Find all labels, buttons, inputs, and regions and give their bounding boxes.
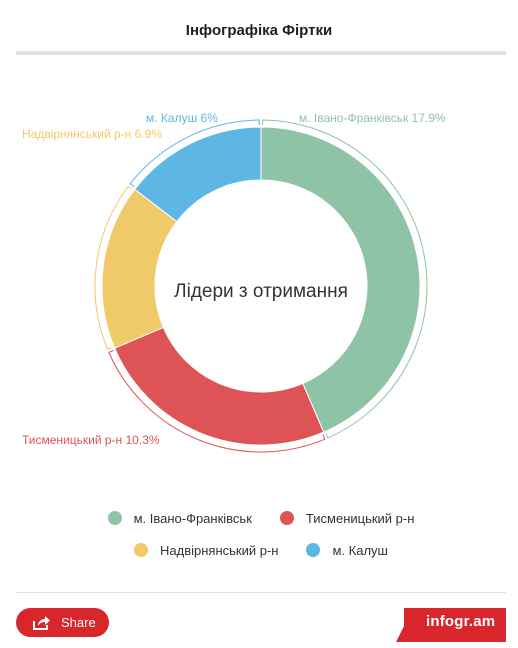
donut-slice-4[interactable] [134, 126, 262, 223]
footer-divider [16, 592, 506, 593]
legend-item-4[interactable]: м. Калуш [306, 540, 388, 560]
slice-label-3: Надвірнянський р-н 6.9% [22, 127, 162, 141]
share-icon [32, 615, 50, 631]
legend-item-2[interactable]: Тисменицький р-н [279, 508, 415, 528]
share-button[interactable]: Share [16, 608, 109, 637]
legend-item-3[interactable]: Надвірнянський р-н [134, 540, 278, 560]
donut-chart: м. Івано-Франківськ 17.9% Тисменицький р-… [22, 111, 446, 453]
donut-slices [101, 126, 421, 446]
leader-slice-2 [108, 349, 326, 453]
infogram-brand-text: infogr.am [426, 613, 496, 630]
leader-slice-1 [262, 119, 428, 439]
slice-label-leaders [94, 119, 428, 453]
infogram-logo[interactable] [396, 606, 506, 642]
slice-labels: м. Івано-Франківськ 17.9% Тисменицький р-… [22, 111, 446, 447]
legend-item-label: м. Калуш [332, 542, 388, 558]
chart-title: Інфографіка Фіртки [185, 22, 333, 39]
legend-item-1[interactable]: м. Івано-Франківськ [107, 508, 252, 528]
leader-slice-3 [94, 185, 133, 350]
legend-item-label: Тисменицький р-н [305, 510, 415, 526]
legend-dot-icon [279, 511, 294, 525]
donut-slice-2[interactable] [113, 326, 325, 446]
legend-item-label: Надвірнянський р-н [160, 542, 279, 558]
slice-label-2: Тисменицький р-н 10.3% [22, 433, 160, 447]
slice-label-4: м. Калуш 6% [146, 111, 218, 125]
legend-dot-icon [306, 543, 321, 557]
legend-dot-icon [134, 543, 149, 557]
share-label: Share [61, 615, 96, 630]
header-divider [16, 51, 506, 55]
legend-dot-icon [107, 511, 122, 525]
chart-legend: м. Івано-Франківськ Тисменицький р-н Надві… [16, 508, 506, 560]
slice-label-1: м. Івано-Франківськ 17.9% [299, 111, 446, 125]
donut-center-label: Лідери з отримання [174, 281, 348, 302]
donut-slice-1[interactable] [260, 126, 421, 433]
leader-slice-4 [129, 119, 260, 188]
legend-item-label: м. Івано-Франківськ [133, 510, 252, 526]
